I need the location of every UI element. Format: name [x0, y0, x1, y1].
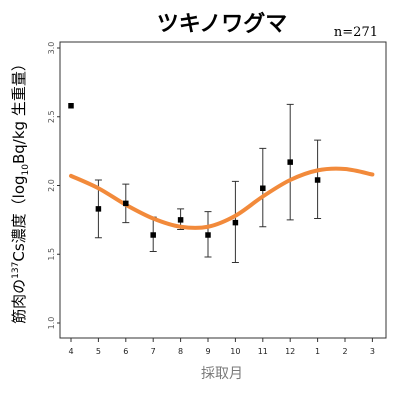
x-tick-label: 10 [230, 347, 240, 356]
y-axis-label-superscript: 137 [11, 262, 21, 279]
x-tick-label: 7 [151, 347, 156, 356]
x-tick-label: 11 [258, 347, 268, 356]
y-axis-label-part-1: 筋肉の [10, 279, 28, 324]
data-points [68, 103, 321, 238]
x-axis: 4 5 6 7 8 9 10 11 12 1 2 3 [68, 338, 375, 356]
y-tick-label: 2.5 [47, 110, 56, 123]
y-axis-label-part-3: Bq/kg 生重量） [10, 56, 28, 164]
y-axis-label: 筋肉の137Cs濃度（log10Bq/kg 生重量） [10, 56, 31, 324]
y-tick-label: 1.0 [47, 317, 56, 330]
data-point [232, 219, 239, 226]
data-point [150, 232, 156, 238]
sample-size-label: n=271 [334, 25, 378, 40]
y-axis-label-part-2: Cs濃度（log [10, 175, 28, 261]
x-tick-label: 2 [342, 347, 347, 356]
y-axis-label-subscript: 10 [21, 164, 31, 176]
y-axis: 1.0 1.5 2.0 2.5 3.0 [47, 42, 60, 330]
y-tick-label: 2.0 [47, 179, 56, 192]
plot-frame [59, 41, 387, 339]
x-tick-label: 6 [123, 347, 128, 356]
data-point [123, 200, 129, 207]
x-tick-label: 8 [178, 347, 183, 356]
x-tick-label: 1 [315, 347, 320, 356]
y-tick-label: 1.5 [47, 248, 56, 261]
x-tick-label: 9 [205, 347, 210, 356]
data-point [177, 217, 184, 223]
data-point [68, 103, 74, 109]
data-point [205, 232, 211, 238]
data-point [260, 185, 266, 191]
data-point [287, 159, 293, 165]
trend-line [69, 166, 375, 230]
chart-title: ツキノワグマ [157, 11, 287, 37]
data-point [95, 206, 102, 212]
x-tick-label: 12 [285, 347, 295, 356]
data-point [314, 177, 321, 183]
x-tick-label: 4 [68, 347, 73, 356]
x-tick-label: 5 [96, 347, 101, 356]
x-axis-label: 採取月 [201, 366, 243, 382]
y-tick-label: 3.0 [47, 42, 56, 55]
x-tick-label: 3 [370, 347, 375, 356]
